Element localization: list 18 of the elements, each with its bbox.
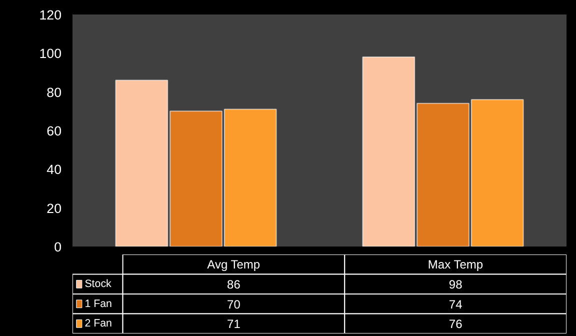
legend-label: Stock: [84, 278, 112, 290]
x-tick-label: Avg Temp: [207, 257, 260, 272]
y-tick-label: 120: [39, 8, 62, 22]
y-tick-label: 80: [46, 84, 62, 100]
data-label: 86: [227, 278, 241, 292]
y-tick-label: 0: [54, 240, 62, 254]
legend-label: 2 Fan: [84, 318, 112, 330]
data-label: 71: [227, 317, 241, 332]
legend-label: 1 Fan: [84, 298, 112, 310]
y-tick-label: 60: [46, 124, 62, 138]
data-label: 74: [448, 297, 463, 312]
y-tick-label: 40: [46, 162, 62, 178]
y-tick-label: 20: [46, 200, 62, 216]
data-label: 98: [448, 278, 463, 292]
data-label: 76: [448, 317, 463, 332]
data-label: 70: [227, 297, 241, 312]
y-tick-label: 100: [39, 46, 62, 62]
x-tick-label: Max Temp: [428, 257, 484, 272]
